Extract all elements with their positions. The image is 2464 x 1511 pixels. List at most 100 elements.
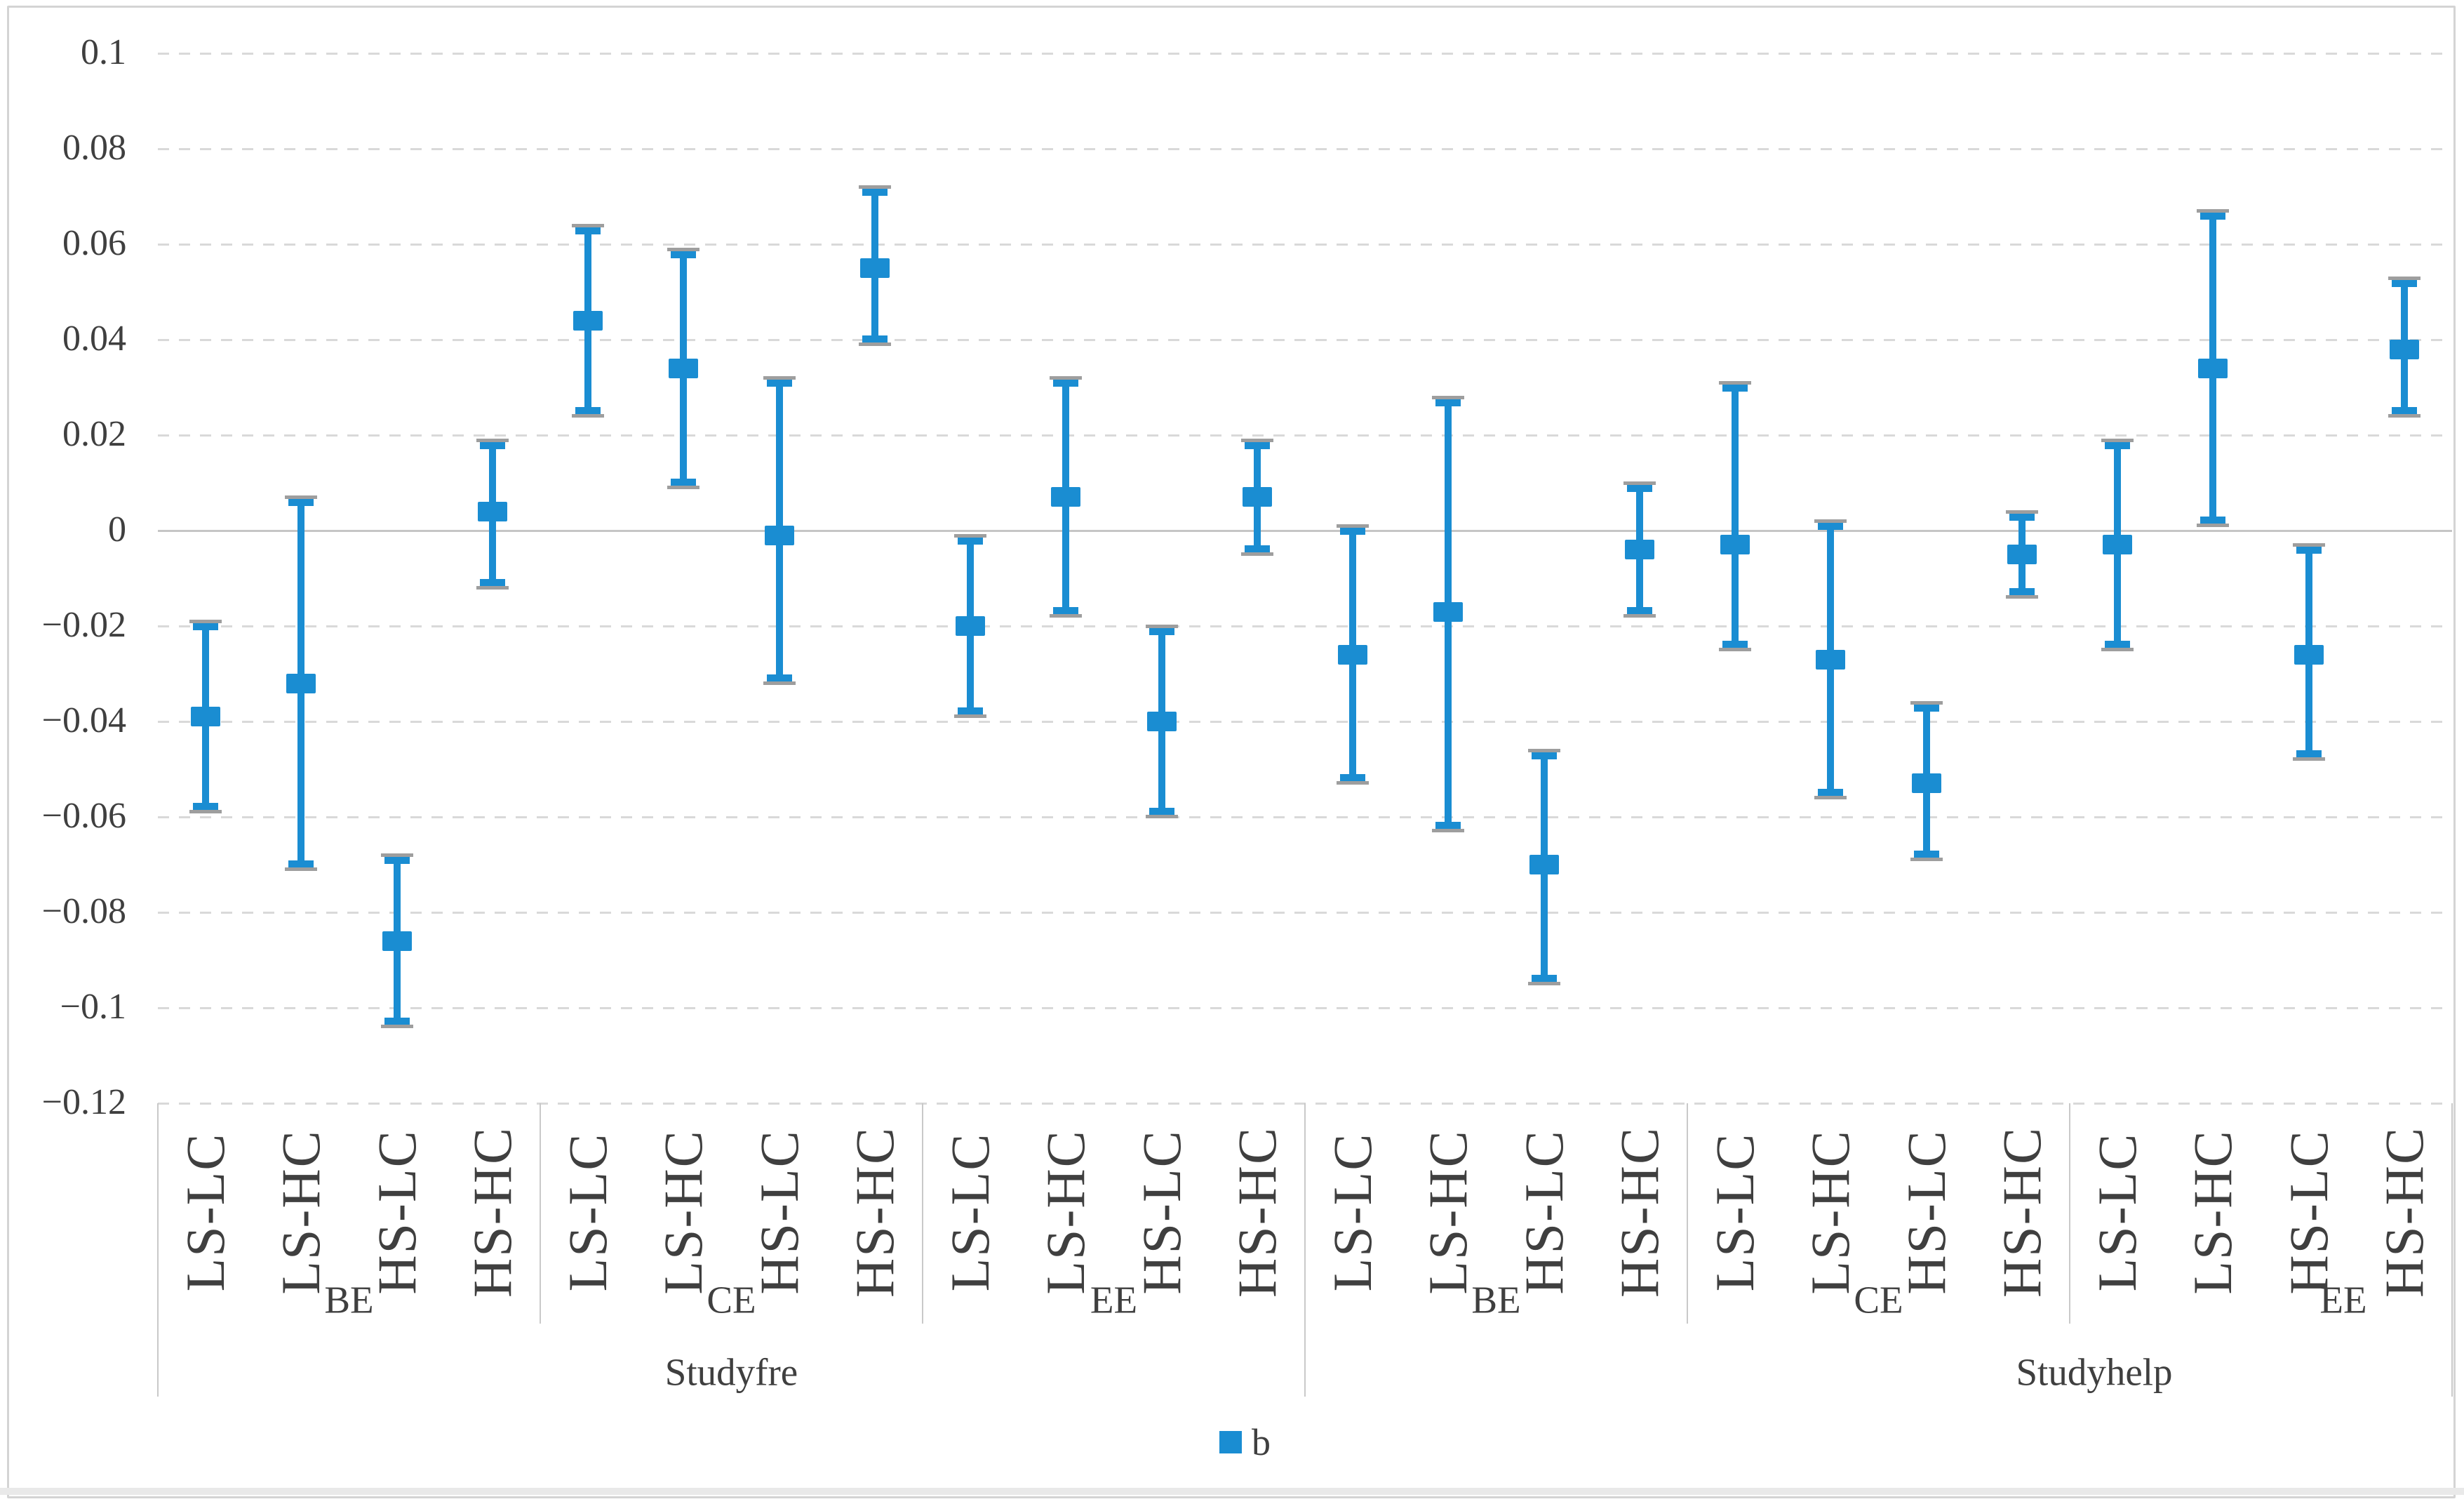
error-bar-upper-cap bbox=[1244, 441, 1270, 449]
subgroup-divider bbox=[540, 1103, 541, 1324]
error-bar-lower-tip bbox=[1240, 552, 1273, 556]
error-bar-upper-tip bbox=[1527, 748, 1560, 752]
error-bar-lower-tip bbox=[1814, 795, 1847, 799]
figure-border bbox=[7, 6, 2456, 1498]
y-axis-tick-label: −0.04 bbox=[41, 700, 126, 740]
gridline bbox=[158, 1007, 2452, 1009]
error-bar-upper-cap bbox=[479, 441, 505, 449]
error-bar-upper-tip bbox=[763, 376, 796, 380]
subgroup-divider bbox=[1687, 1103, 1688, 1324]
data-point-marker[interactable] bbox=[1624, 540, 1654, 560]
error-bar-lower-cap bbox=[862, 335, 888, 342]
data-point-marker[interactable] bbox=[2007, 545, 2037, 564]
error-bar-upper-cap bbox=[1435, 399, 1461, 406]
error-bar-lower-cap bbox=[1626, 607, 1652, 615]
gridline bbox=[158, 53, 2452, 55]
error-bar-upper-tip bbox=[2005, 510, 2038, 514]
error-bar-upper-tip bbox=[667, 247, 700, 251]
error-bar-upper-cap bbox=[575, 227, 601, 234]
data-point-marker[interactable] bbox=[286, 673, 316, 693]
x-axis-tick-label: HS-HC bbox=[2373, 1126, 2435, 1298]
data-point-marker[interactable] bbox=[669, 358, 699, 378]
x-axis-tick-label: LS-LC bbox=[1322, 1132, 1384, 1292]
y-axis-tick-label: 0.02 bbox=[62, 414, 126, 454]
error-bar-lower-cap bbox=[2200, 517, 2226, 524]
data-point-marker[interactable] bbox=[859, 258, 890, 278]
x-axis-tick-label: HS-LC bbox=[1130, 1129, 1192, 1295]
y-axis-tick-label: −0.06 bbox=[41, 796, 126, 836]
data-point-marker[interactable] bbox=[1529, 855, 1559, 874]
error-bar-lower-cap bbox=[766, 674, 792, 681]
error-bar-upper-tip bbox=[476, 438, 509, 442]
error-bar-lower-tip bbox=[2292, 757, 2325, 761]
legend[interactable]: b bbox=[1219, 1423, 1271, 1461]
data-point-marker[interactable] bbox=[2294, 644, 2324, 665]
error-bar-lower-tip bbox=[1623, 614, 1656, 618]
error-bar-upper-cap bbox=[384, 857, 410, 865]
error-bar-lower-cap bbox=[671, 478, 697, 486]
data-point-marker[interactable] bbox=[382, 931, 412, 951]
error-bar-upper-cap bbox=[1531, 752, 1557, 759]
data-point-marker[interactable] bbox=[764, 525, 794, 545]
data-point-marker[interactable] bbox=[2103, 535, 2133, 555]
y-axis-tick-label: −0.08 bbox=[41, 891, 126, 931]
error-bar-upper-cap bbox=[2009, 513, 2035, 521]
error-bar-upper-tip bbox=[1050, 376, 1083, 380]
x-axis-tick-label: HS-LC bbox=[1895, 1129, 1957, 1295]
x-axis-tick-label: HS-HC bbox=[461, 1126, 523, 1298]
data-point-marker[interactable] bbox=[477, 501, 507, 521]
x-axis-tick-label: LS-HC bbox=[2182, 1129, 2244, 1295]
data-point-marker[interactable] bbox=[1051, 487, 1081, 507]
error-bar-upper-cap bbox=[1626, 485, 1652, 492]
error-bar-lower-tip bbox=[476, 585, 509, 590]
x-axis-tick-label: LS-HC bbox=[1417, 1129, 1479, 1295]
error-bar-lower-tip bbox=[1910, 858, 1943, 862]
error-bar-lower-cap bbox=[193, 803, 219, 811]
data-point-marker[interactable] bbox=[1816, 649, 1846, 670]
data-point-marker[interactable] bbox=[191, 707, 221, 727]
error-bar-stem bbox=[1732, 382, 1739, 650]
data-point-marker[interactable] bbox=[2389, 339, 2419, 359]
x-axis-tick-label: HS-LC bbox=[748, 1129, 810, 1295]
y-axis-tick-label: 0.08 bbox=[62, 128, 126, 168]
error-bar-lower-tip bbox=[954, 714, 987, 719]
data-point-marker[interactable] bbox=[2198, 358, 2228, 378]
error-bar-lower-cap bbox=[1340, 774, 1366, 782]
error-bar-lower-tip bbox=[1432, 829, 1465, 833]
data-point-marker[interactable] bbox=[1911, 773, 1941, 794]
error-bar-lower-tip bbox=[858, 342, 891, 346]
error-bar-upper-cap bbox=[2200, 213, 2226, 220]
gridline bbox=[158, 625, 2452, 627]
x-axis-tick-label: HS-HC bbox=[843, 1126, 905, 1298]
gridline bbox=[158, 721, 2452, 723]
data-point-marker[interactable] bbox=[1720, 535, 1750, 555]
x-axis-tick-label: LS-LC bbox=[175, 1132, 236, 1292]
zero-gridline bbox=[158, 530, 2452, 532]
error-bar-lower-tip bbox=[285, 867, 318, 871]
error-bar-lower-cap bbox=[1053, 607, 1079, 615]
error-bar-upper-tip bbox=[285, 495, 318, 500]
error-bar-upper-cap bbox=[288, 499, 314, 507]
data-point-marker[interactable] bbox=[1146, 712, 1177, 731]
y-axis-tick-label: 0.06 bbox=[62, 223, 126, 263]
error-bar-upper-cap bbox=[862, 189, 888, 197]
x-axis-tick-label: LS-HC bbox=[1035, 1129, 1097, 1295]
gridline bbox=[158, 434, 2452, 437]
error-bar-lower-tip bbox=[763, 681, 796, 685]
data-point-marker[interactable] bbox=[1338, 644, 1368, 665]
gridline bbox=[158, 244, 2452, 246]
error-bar-lower-tip bbox=[667, 485, 700, 489]
data-point-marker[interactable] bbox=[1242, 487, 1272, 507]
y-axis-tick-label: −0.12 bbox=[41, 1082, 126, 1122]
data-point-marker[interactable] bbox=[573, 310, 603, 331]
error-bar-upper-cap bbox=[1818, 523, 1844, 531]
error-bar-upper-tip bbox=[954, 533, 987, 538]
data-point-marker[interactable] bbox=[1433, 601, 1464, 622]
error-bar-upper-tip bbox=[1719, 381, 1752, 385]
error-bar-upper-cap bbox=[766, 380, 792, 387]
error-bar-lower-cap bbox=[2391, 406, 2417, 414]
data-point-marker[interactable] bbox=[956, 616, 986, 636]
error-bar-upper-tip bbox=[572, 223, 605, 227]
gridline bbox=[158, 912, 2452, 914]
